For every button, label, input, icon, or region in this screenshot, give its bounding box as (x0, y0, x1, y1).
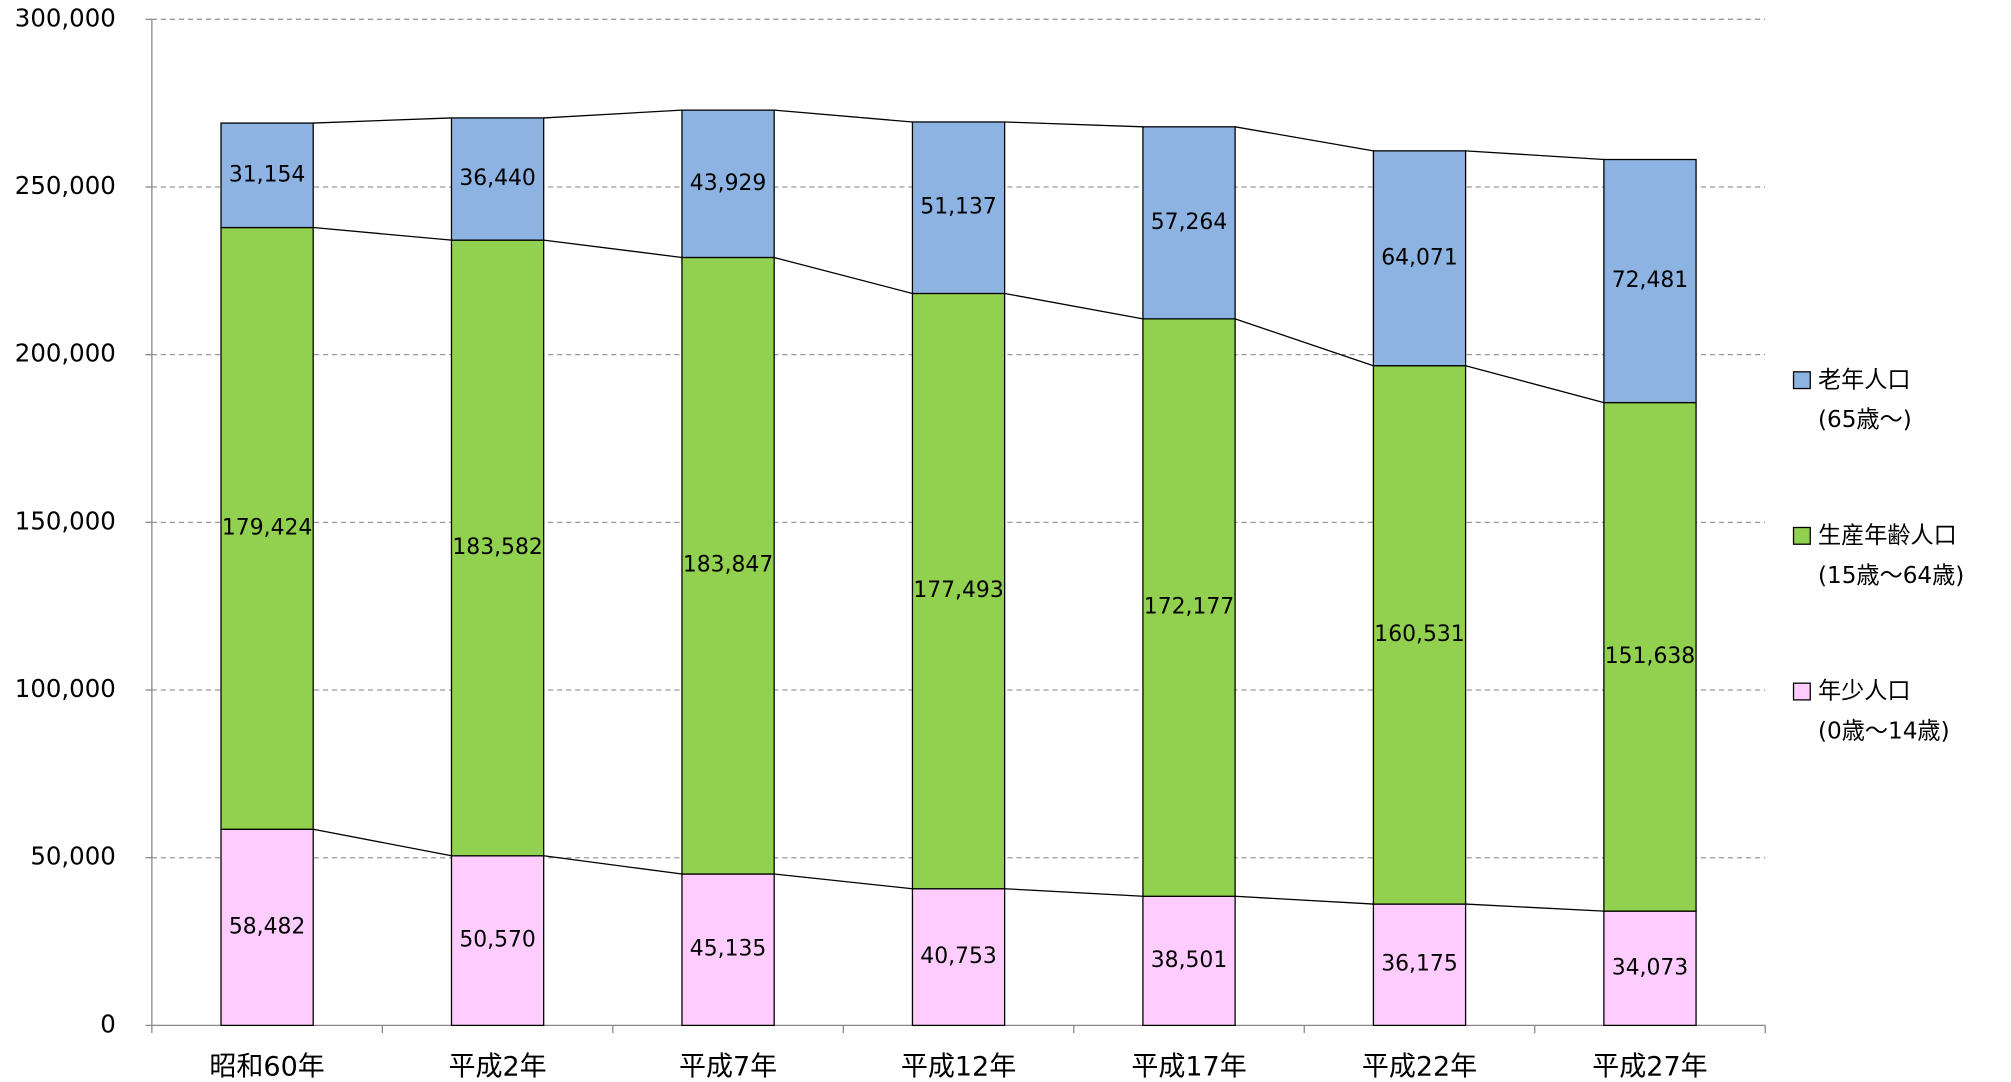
legend-label: 年少人口 (1818, 679, 1911, 705)
connector-line (543, 109, 683, 119)
connector-line (313, 117, 452, 124)
y-tick-label: 50,000 (30, 842, 116, 871)
legend-note: (15歳～64歳) (1818, 563, 1964, 589)
bar-segment (1142, 126, 1236, 320)
x-tick-label: 平成27年 (1592, 1051, 1707, 1082)
bar-segment (220, 122, 314, 229)
data-label: 151,638 (1605, 644, 1695, 669)
bar-segment (450, 239, 545, 857)
data-label: 172,177 (1144, 595, 1234, 620)
data-label: 40,753 (920, 944, 997, 969)
x-tick-label: 昭和60年 (209, 1051, 324, 1082)
bar-segment (220, 828, 314, 1027)
connector-line (774, 873, 913, 890)
connector-line (1004, 292, 1144, 320)
connector-line (313, 226, 452, 241)
data-label: 64,071 (1381, 245, 1457, 270)
x-tick-label: 平成17年 (1131, 1051, 1246, 1082)
data-label: 183,582 (452, 535, 542, 560)
bar-segment (681, 109, 775, 259)
data-label: 72,481 (1612, 268, 1688, 293)
connector-line (1465, 150, 1604, 161)
x-tick-label: 平成7年 (679, 1051, 777, 1082)
y-tick-label: 100,000 (15, 674, 116, 703)
connector-line (774, 109, 913, 123)
bar-segment (1603, 910, 1697, 1027)
data-label: 58,482 (229, 914, 306, 939)
data-label: 51,137 (920, 195, 997, 220)
y-tick-label: 250,000 (15, 171, 116, 200)
connector-line (1004, 888, 1143, 897)
data-label: 45,135 (690, 937, 767, 962)
connector-line (543, 855, 683, 875)
y-tick-label: 300,000 (15, 3, 116, 32)
bar-segment (1142, 318, 1236, 897)
data-label: 57,264 (1151, 210, 1228, 235)
bar-segment (681, 256, 775, 875)
legend-swatch (1792, 682, 1811, 701)
y-tick-label: 200,000 (15, 339, 116, 368)
connector-line (1465, 903, 1604, 912)
bar-segment (1372, 903, 1467, 1027)
data-label: 160,531 (1374, 622, 1464, 647)
connector-line (773, 256, 913, 295)
bar-segment (1603, 158, 1697, 404)
bar-segment (1372, 150, 1467, 367)
x-tick-label: 平成22年 (1362, 1051, 1477, 1082)
legend-swatch (1792, 371, 1811, 390)
connector-line (313, 828, 452, 857)
legend-swatch (1792, 526, 1811, 545)
x-tick-label: 平成12年 (901, 1051, 1016, 1082)
legend-note: (0歳～14歳) (1818, 719, 1950, 745)
data-label: 34,073 (1612, 955, 1688, 980)
data-label: 38,501 (1151, 948, 1228, 973)
connector-line (1004, 121, 1143, 128)
data-label: 36,175 (1381, 952, 1457, 977)
y-tick-label: 0 (100, 1009, 116, 1038)
y-tick-label: 150,000 (15, 506, 116, 535)
data-label: 31,154 (229, 162, 306, 187)
data-label: 43,929 (690, 171, 767, 196)
legend-label: 生産年齢人口 (1818, 523, 1957, 549)
bar-segment (220, 226, 314, 830)
legend-note: (65歳～) (1818, 407, 1912, 433)
connector-line (1465, 365, 1605, 404)
connector-line (1235, 126, 1374, 152)
connector-line (1235, 895, 1374, 905)
bar-segment (1142, 895, 1236, 1027)
legend-label: 老年人口 (1818, 367, 1911, 393)
data-label: 50,570 (459, 928, 536, 953)
bar-segment (911, 121, 1006, 295)
x-tick-label: 平成2年 (448, 1051, 546, 1082)
data-label: 179,424 (222, 515, 312, 540)
bar-segment (450, 855, 545, 1027)
connector-line (543, 239, 683, 259)
data-label: 36,440 (459, 166, 536, 191)
connector-line (1234, 318, 1374, 367)
data-label: 183,847 (683, 553, 773, 578)
data-label: 177,493 (913, 578, 1003, 603)
bar-segment (450, 117, 545, 241)
bar-segment (1603, 401, 1697, 912)
